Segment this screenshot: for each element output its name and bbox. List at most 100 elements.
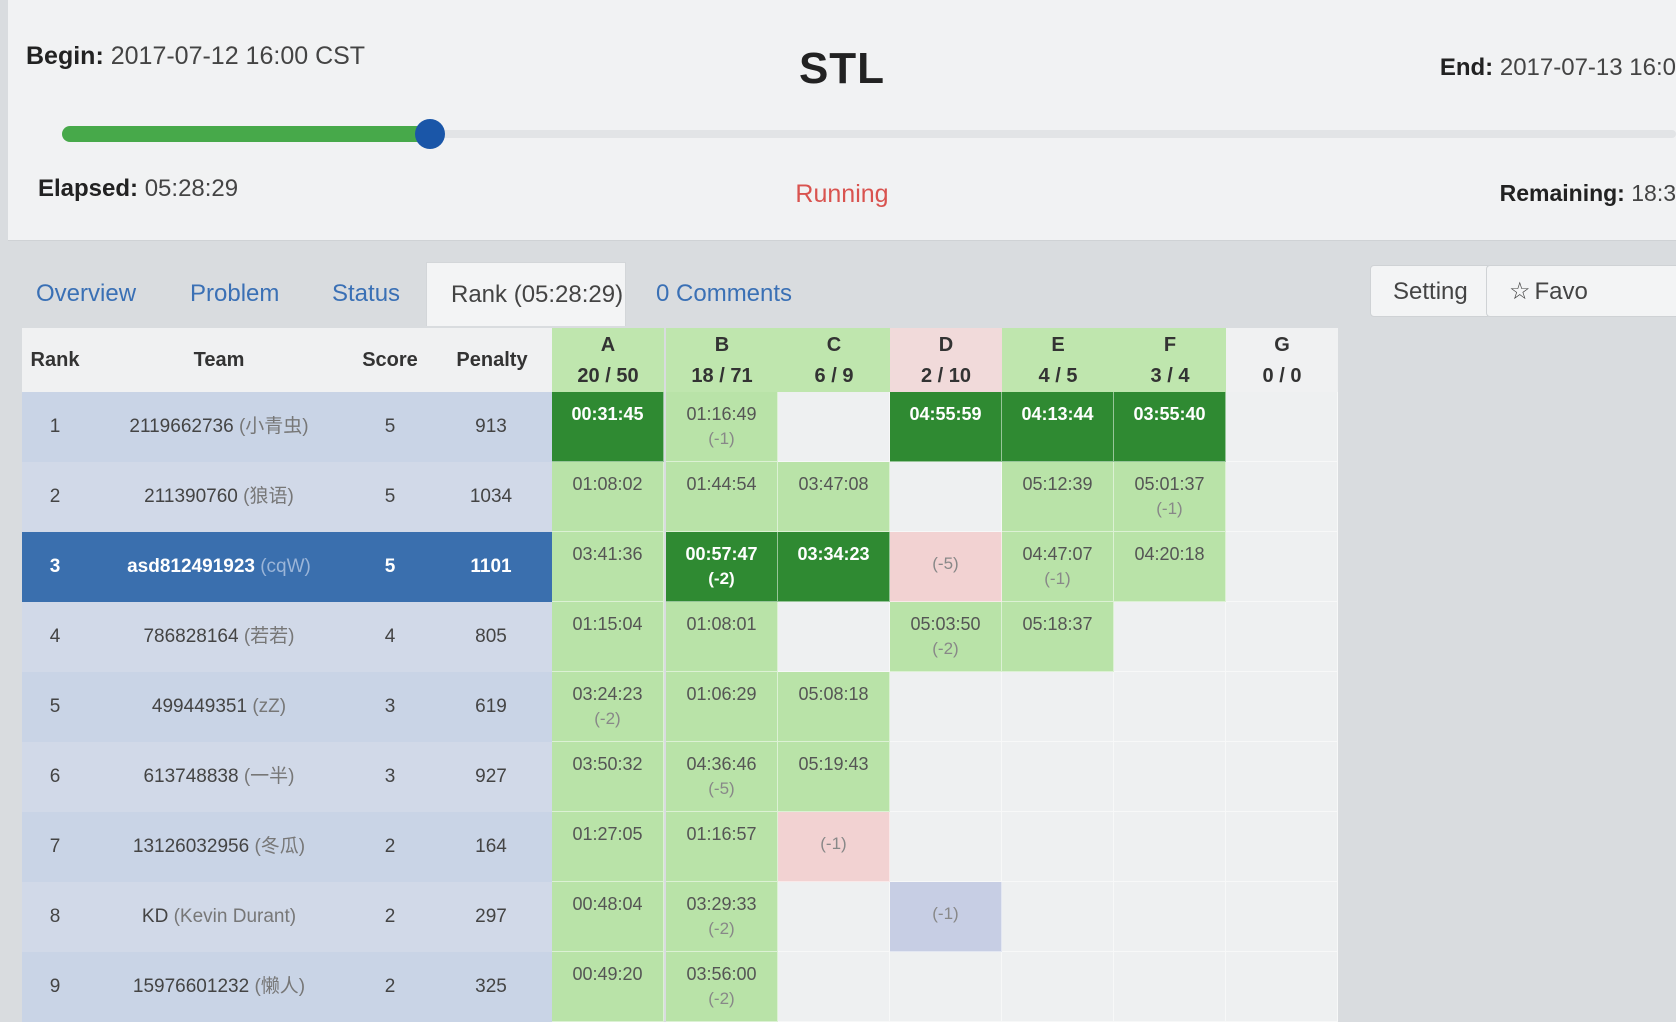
problem-cell-a[interactable]: 01:27:05 — [552, 812, 664, 882]
tab-rank[interactable]: Rank (05:28:29) — [426, 262, 626, 326]
header-problem-a[interactable]: A 20 / 50 — [552, 328, 664, 392]
team-cell[interactable]: 211390760 (狼语) — [88, 462, 350, 532]
problem-cell-b[interactable]: 01:08:01 — [666, 602, 778, 672]
problem-cell-b[interactable]: 01:16:49 (-1) — [666, 392, 778, 462]
problem-cell-d[interactable]: (-1) — [890, 882, 1002, 952]
problem-ratio: 4 / 5 — [1038, 365, 1078, 387]
problem-cell-e[interactable]: 04:47:07 (-1) — [1002, 532, 1114, 602]
team-cell[interactable]: 15976601232 (懒人) — [88, 952, 350, 1022]
problem-cell-g — [1226, 462, 1338, 532]
problem-cell-b[interactable]: 01:16:57 — [666, 812, 778, 882]
header-problem-f[interactable]: F 3 / 4 — [1114, 328, 1226, 392]
header-problem-g[interactable]: G 0 / 0 — [1226, 328, 1338, 392]
problem-cell-f[interactable]: 03:55:40 — [1114, 392, 1226, 462]
tab-comments[interactable]: 0 Comments — [656, 280, 793, 307]
progress-handle[interactable] — [414, 119, 445, 149]
team-name: 15976601232 — [132, 976, 250, 997]
problem-cell-c[interactable]: 05:19:43 — [778, 742, 890, 812]
problem-cell-g — [1226, 882, 1338, 952]
tab-problem[interactable]: Problem — [190, 280, 280, 307]
score-cell: 5 — [350, 462, 430, 532]
problem-cell-a[interactable]: 00:48:04 — [552, 882, 664, 952]
problem-cell-b[interactable]: 01:06:29 — [666, 672, 778, 742]
problem-cell-d[interactable]: 05:03:50 (-2) — [890, 602, 1002, 672]
score-cell: 5 — [350, 392, 430, 462]
problem-cell-a[interactable]: 03:50:32 — [552, 742, 664, 812]
accept-time: 04:47:07 — [1022, 544, 1093, 564]
accept-time: 05:03:50 — [910, 614, 981, 634]
accept-time: 03:29:33 — [686, 894, 757, 914]
problem-cell-a[interactable]: 03:24:23 (-2) — [552, 672, 664, 742]
accept-time: 01:15:04 — [572, 614, 643, 634]
header-rank[interactable]: Rank — [22, 328, 88, 392]
problem-cell-c[interactable]: (-1) — [778, 812, 890, 882]
problem-cell-f — [1114, 602, 1226, 672]
accept-time: 00:57:47 — [685, 544, 758, 564]
problem-cell-d — [890, 462, 1002, 532]
problem-cell-a[interactable]: 00:49:20 — [552, 952, 664, 1022]
team-name: 2119662736 — [129, 416, 234, 437]
wrong-tries: (-5) — [708, 779, 735, 798]
problem-cell-b[interactable]: 04:36:46 (-5) — [666, 742, 778, 812]
problem-cell-b[interactable]: 00:57:47 (-2) — [666, 532, 778, 602]
problem-cell-e[interactable]: 04:13:44 — [1002, 392, 1114, 462]
team-cell[interactable]: KD (Kevin Durant) — [88, 882, 350, 952]
problem-cell-a[interactable]: 01:08:02 — [552, 462, 664, 532]
team-nickname: (冬瓜) — [254, 836, 306, 857]
problem-letter: A — [600, 334, 616, 356]
header-score[interactable]: Score — [350, 328, 430, 392]
score-cell: 2 — [350, 952, 430, 1022]
begin-time: Begin: 2017-07-12 16:00 CST — [26, 42, 366, 70]
problem-cell-e[interactable]: 05:12:39 — [1002, 462, 1114, 532]
problem-cell-e[interactable]: 05:18:37 — [1002, 602, 1114, 672]
header-problem-b[interactable]: B 18 / 71 — [666, 328, 778, 392]
header-team[interactable]: Team — [88, 328, 350, 392]
problem-cell-c[interactable]: 03:34:23 — [778, 532, 890, 602]
problem-cell-g — [1226, 532, 1338, 602]
problem-cell-b[interactable]: 03:56:00 (-2) — [666, 952, 778, 1022]
problem-cell-d — [890, 672, 1002, 742]
score-cell: 3 — [350, 742, 430, 812]
problem-cell-b[interactable]: 03:29:33 (-2) — [666, 882, 778, 952]
accept-time: 04:13:44 — [1021, 404, 1094, 424]
team-cell[interactable]: 2119662736 (小青虫) — [88, 392, 350, 462]
star-icon: ☆ — [1509, 278, 1531, 305]
setting-button[interactable]: Setting — [1370, 265, 1491, 317]
accept-time: 05:18:37 — [1022, 614, 1093, 634]
problem-cell-c[interactable]: 03:47:08 — [778, 462, 890, 532]
header-penalty[interactable]: Penalty — [430, 328, 554, 392]
tab-overview[interactable]: Overview — [36, 280, 137, 307]
accept-time: 01:08:02 — [572, 474, 643, 494]
problem-cell-g — [1226, 602, 1338, 672]
rank-cell: 2 — [22, 462, 88, 532]
team-cell[interactable]: 786828164 (若若) — [88, 602, 350, 672]
team-cell[interactable]: 499449351 (zZ) — [88, 672, 350, 742]
team-cell[interactable]: 13126032956 (冬瓜) — [88, 812, 350, 882]
problem-cell-b[interactable]: 01:44:54 — [666, 462, 778, 532]
header-problem-e[interactable]: E 4 / 5 — [1002, 328, 1114, 392]
problem-cell-f[interactable]: 05:01:37 (-1) — [1114, 462, 1226, 532]
problem-cell-d[interactable]: 04:55:59 — [890, 392, 1002, 462]
problem-cell-a[interactable]: 00:31:45 — [552, 392, 664, 462]
accept-time: 03:41:36 — [572, 544, 643, 564]
accept-time: 01:44:54 — [686, 474, 757, 494]
problem-cell-a[interactable]: 03:41:36 — [552, 532, 664, 602]
problem-letter: G — [1274, 334, 1290, 356]
tab-status[interactable]: Status — [332, 280, 401, 307]
problem-letter: B — [714, 334, 730, 356]
problem-cell-c[interactable]: 05:08:18 — [778, 672, 890, 742]
end-time: End: 2017-07-13 16:0 — [1439, 54, 1676, 81]
header-problem-d[interactable]: D 2 / 10 — [890, 328, 1002, 392]
team-cell[interactable]: 613748838 (一半) — [88, 742, 350, 812]
problem-cell-f[interactable]: 04:20:18 — [1114, 532, 1226, 602]
problem-cell-d[interactable]: (-5) — [890, 532, 1002, 602]
problem-cell-a[interactable]: 01:15:04 — [552, 602, 664, 672]
team-name: 786828164 — [143, 626, 239, 647]
team-cell[interactable]: asd812491923 (cqW) — [88, 532, 350, 602]
penalty-cell: 1034 — [430, 462, 552, 532]
problem-cell-c — [778, 602, 890, 672]
accept-time: 04:20:18 — [1134, 544, 1205, 564]
progress-slider[interactable] — [62, 119, 1676, 149]
favorite-button[interactable]: ☆ Favo — [1486, 265, 1676, 317]
header-problem-c[interactable]: C 6 / 9 — [778, 328, 890, 392]
